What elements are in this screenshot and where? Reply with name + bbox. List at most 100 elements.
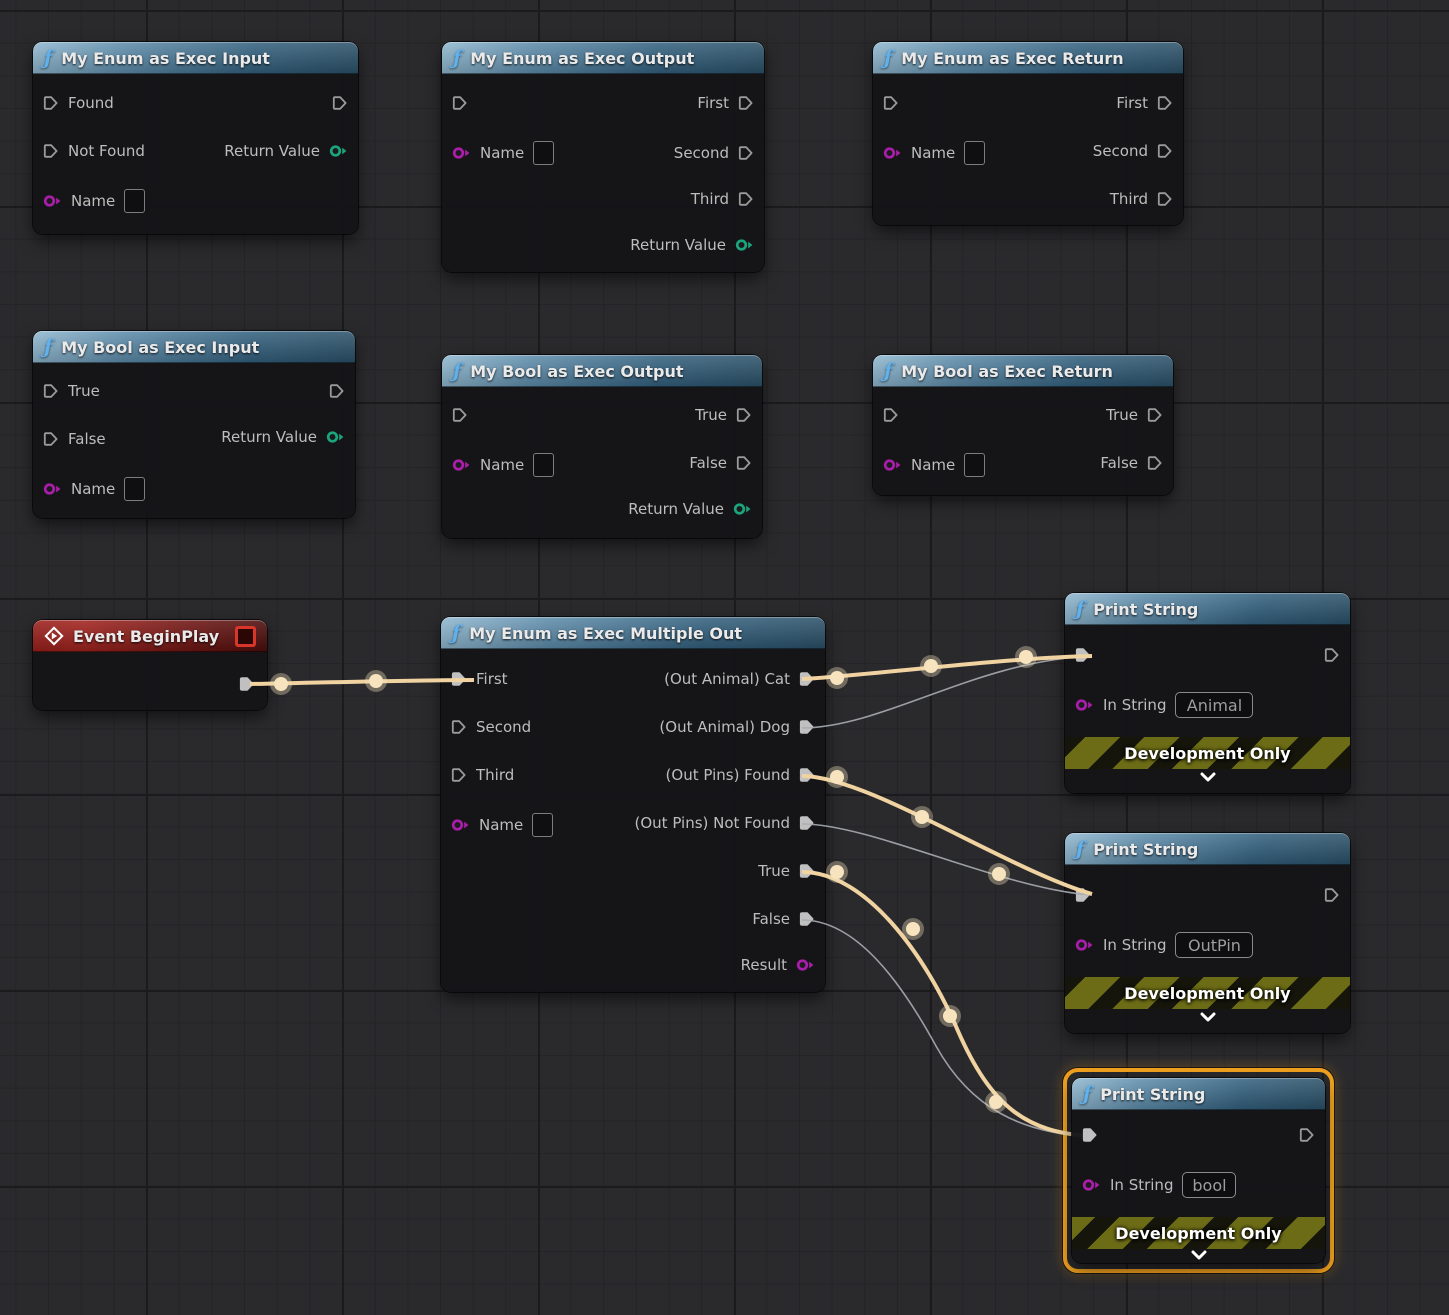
pin-name[interactable]: Name (43, 188, 146, 214)
pin-second[interactable]: Second (451, 714, 531, 740)
node-header[interactable]: ƒ My Bool as Exec Output (442, 355, 762, 387)
node-header[interactable]: ƒ Print String (1072, 1078, 1325, 1110)
node-print-string-bool[interactable]: ƒ Print String In String Development Onl… (1072, 1078, 1325, 1263)
pin-exec-in[interactable] (1075, 642, 1091, 668)
pin-exec-out[interactable] (239, 671, 255, 697)
pin-third[interactable]: Third (1110, 186, 1173, 212)
in-string-input[interactable] (1175, 692, 1254, 718)
name-pin-icon[interactable] (43, 482, 62, 496)
name-value-box[interactable] (533, 453, 555, 477)
result-pin-icon[interactable] (796, 958, 815, 972)
exec-pin-icon[interactable] (736, 407, 752, 423)
pin-return-value[interactable]: Return Value (630, 232, 754, 258)
exec-pin-icon[interactable] (799, 863, 815, 879)
pin-false[interactable]: False (1100, 450, 1163, 476)
exec-pin-icon[interactable] (43, 95, 59, 111)
exec-pin-icon[interactable] (1157, 143, 1173, 159)
name-value-box[interactable] (532, 813, 554, 837)
pin-name[interactable]: Name (883, 140, 986, 166)
pin-name[interactable]: Name (883, 452, 986, 478)
pin-exec-in[interactable] (883, 90, 899, 116)
pin-out-pins-found[interactable]: (Out Pins) Found (666, 762, 815, 788)
pin-exec-out[interactable] (1324, 882, 1340, 908)
exec-pin-icon[interactable] (329, 383, 345, 399)
exec-pin-icon[interactable] (1324, 887, 1340, 903)
pin-out-animal-dog[interactable]: (Out Animal) Dog (659, 714, 815, 740)
exec-pin-icon[interactable] (239, 676, 255, 692)
pin-first[interactable]: First (697, 90, 754, 116)
exec-pin-icon[interactable] (883, 95, 899, 111)
in-string-input[interactable] (1175, 932, 1254, 958)
exec-pin-icon[interactable] (736, 455, 752, 471)
node-header[interactable]: ƒ My Bool as Exec Input (33, 331, 355, 363)
in-string-pin-icon[interactable] (1075, 698, 1094, 712)
wire-found-printstring[interactable] (801, 774, 1093, 896)
name-pin-icon[interactable] (452, 146, 471, 160)
pin-true[interactable]: True (1106, 402, 1163, 428)
exec-pin-icon[interactable] (1147, 455, 1163, 471)
exec-pin-icon[interactable] (452, 95, 468, 111)
exec-pin-icon[interactable] (451, 767, 467, 783)
node-my-enum-as-exec-output[interactable]: ƒ My Enum as Exec Output Name First Seco… (442, 42, 764, 272)
wire-dog-printstring[interactable] (801, 655, 1093, 729)
wire-notfound-printstring[interactable] (801, 823, 1093, 896)
exec-pin-icon[interactable] (332, 95, 348, 111)
exec-pin-icon[interactable] (43, 143, 59, 159)
exec-pin-icon[interactable] (43, 431, 59, 447)
exec-pin-icon[interactable] (452, 407, 468, 423)
pin-return-value[interactable]: Return Value (628, 496, 752, 522)
pin-out-pins-not-found[interactable]: (Out Pins) Not Found (635, 810, 816, 836)
pin-exec-out[interactable] (1299, 1122, 1315, 1148)
wire-false-printstring[interactable] (801, 919, 1093, 1138)
exec-pin-icon[interactable] (1082, 1127, 1098, 1143)
exec-pin-icon[interactable] (799, 719, 815, 735)
node-event-beginplay[interactable]: Event BeginPlay (33, 620, 267, 710)
chevron-down-icon[interactable] (1199, 772, 1217, 782)
exec-pin-icon[interactable] (799, 815, 815, 831)
pin-not-found[interactable]: Not Found (43, 138, 145, 164)
exec-pin-icon[interactable] (738, 95, 754, 111)
exec-pin-icon[interactable] (451, 671, 467, 687)
name-value-box[interactable] (964, 141, 986, 165)
pin-name[interactable]: Name (452, 452, 555, 478)
pin-third[interactable]: Third (451, 762, 514, 788)
event-delegate-icon[interactable] (235, 625, 256, 647)
node-header[interactable]: ƒ My Enum as Exec Input (33, 42, 358, 74)
pin-first[interactable]: First (451, 666, 508, 692)
return-pin-icon[interactable] (326, 430, 345, 444)
node-my-enum-as-exec-input[interactable]: ƒ My Enum as Exec Input Found Not Found … (33, 42, 358, 234)
exec-pin-icon[interactable] (799, 767, 815, 783)
exec-pin-icon[interactable] (1157, 191, 1173, 207)
pin-name[interactable]: Name (451, 812, 554, 838)
name-pin-icon[interactable] (451, 818, 470, 832)
name-value-box[interactable] (964, 453, 986, 477)
node-header[interactable]: ƒ My Enum as Exec Output (442, 42, 764, 74)
node-my-enum-as-exec-multiple-out[interactable]: ƒ My Enum as Exec Multiple Out First Sec… (441, 617, 825, 992)
expand-node-button[interactable] (1072, 1250, 1325, 1260)
pin-name[interactable]: Name (452, 140, 555, 166)
expand-node-button[interactable] (1065, 772, 1350, 782)
pin-exec-out[interactable] (332, 90, 348, 116)
name-value-box[interactable] (533, 141, 555, 165)
name-value-box[interactable] (124, 477, 146, 501)
name-pin-icon[interactable] (452, 458, 471, 472)
pin-exec-out[interactable] (329, 378, 345, 404)
node-my-bool-as-exec-return[interactable]: ƒ My Bool as Exec Return Name True False (873, 355, 1173, 495)
pin-return-value[interactable]: Return Value (224, 138, 348, 164)
pin-false[interactable]: False (689, 450, 752, 476)
name-pin-icon[interactable] (883, 146, 902, 160)
pin-exec-out[interactable] (1324, 642, 1340, 668)
pin-exec-in[interactable] (452, 90, 468, 116)
exec-pin-icon[interactable] (1299, 1127, 1315, 1143)
exec-pin-icon[interactable] (799, 671, 815, 687)
wire-true-printstring[interactable] (801, 870, 1093, 1138)
exec-pin-icon[interactable] (738, 191, 754, 207)
node-header[interactable]: ƒ My Enum as Exec Multiple Out (441, 617, 825, 649)
return-pin-icon[interactable] (329, 144, 348, 158)
expand-node-button[interactable] (1065, 1012, 1350, 1022)
pin-found[interactable]: Found (43, 90, 114, 116)
in-string-pin-icon[interactable] (1082, 1178, 1101, 1192)
node-my-bool-as-exec-output[interactable]: ƒ My Bool as Exec Output Name True False… (442, 355, 762, 538)
pin-out-animal-cat[interactable]: (Out Animal) Cat (664, 666, 815, 692)
